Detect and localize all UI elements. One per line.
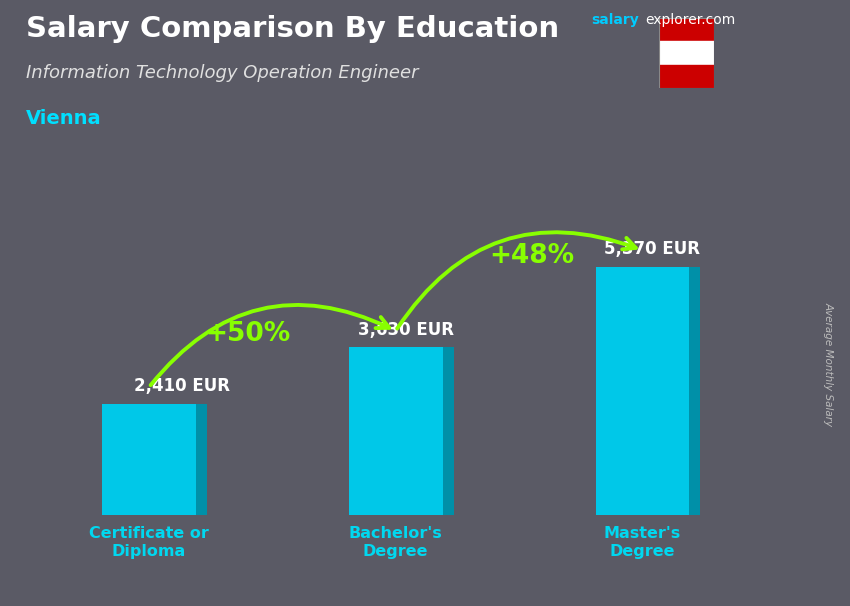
Text: explorer.com: explorer.com xyxy=(645,13,735,27)
Polygon shape xyxy=(689,267,700,515)
Text: salary: salary xyxy=(591,13,638,27)
Text: 5,370 EUR: 5,370 EUR xyxy=(604,240,700,258)
Text: Salary Comparison By Education: Salary Comparison By Education xyxy=(26,15,558,43)
Text: +50%: +50% xyxy=(205,321,290,347)
Text: 2,410 EUR: 2,410 EUR xyxy=(134,377,230,395)
Polygon shape xyxy=(196,404,207,515)
Bar xyxy=(659,18,714,41)
Text: Information Technology Operation Engineer: Information Technology Operation Enginee… xyxy=(26,64,418,82)
Bar xyxy=(348,347,443,515)
Polygon shape xyxy=(443,347,454,515)
Text: Vienna: Vienna xyxy=(26,109,101,128)
Bar xyxy=(659,41,714,65)
Bar xyxy=(102,404,196,515)
Text: 3,630 EUR: 3,630 EUR xyxy=(358,321,454,339)
Bar xyxy=(659,65,714,88)
Text: Average Monthly Salary: Average Monthly Salary xyxy=(824,302,834,425)
Text: +48%: +48% xyxy=(489,243,574,269)
Bar xyxy=(596,267,689,515)
